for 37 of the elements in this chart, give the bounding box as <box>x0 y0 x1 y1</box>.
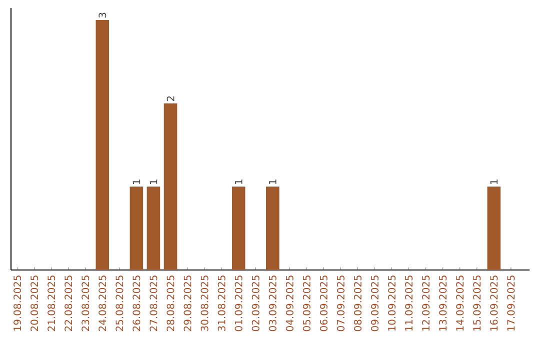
x-tick-label: 17.09.2025 <box>507 276 515 331</box>
x-tick-label: 03.09.2025 <box>268 276 276 332</box>
x-tick-label: 08.09.2025 <box>354 276 362 332</box>
data-label: 2 <box>166 96 174 102</box>
x-tick-label: 16.09.2025 <box>490 276 498 331</box>
x-tick-label: 31.08.2025 <box>218 276 226 331</box>
x-tick-label: 06.09.2025 <box>320 276 328 332</box>
data-label: 1 <box>132 180 140 184</box>
x-tick-label: 23.08.2025 <box>82 276 90 332</box>
x-tick-label: 26.08.2025 <box>132 276 140 332</box>
x-tick-label: 21.08.2025 <box>48 276 56 332</box>
x-tick-label: 19.08.2025 <box>14 276 22 331</box>
x-tick-label: 13.09.2025 <box>439 276 447 331</box>
x-tick-label: 30.08.2025 <box>200 276 208 331</box>
x-tick-label: 28.08.2025 <box>166 276 174 332</box>
x-tick-label: 24.08.2025 <box>98 276 106 332</box>
data-label: 1 <box>234 180 242 184</box>
x-tick-label: 20.08.2025 <box>30 276 38 332</box>
x-tick-label: 22.08.2025 <box>64 276 72 332</box>
x-tick-label: 09.09.2025 <box>371 276 379 332</box>
data-label: 1 <box>490 180 498 184</box>
x-tick-label: 27.08.2025 <box>150 276 158 332</box>
data-label: 1 <box>269 180 276 184</box>
x-tick-label: 15.09.2025 <box>473 276 481 331</box>
data-label: 1 <box>150 180 158 184</box>
x-tick-label: 14.09.2025 <box>456 276 464 331</box>
x-tick-label: 02.09.2025 <box>252 276 260 332</box>
x-tick-label: 25.08.2025 <box>116 276 124 332</box>
x-tick-label: 11.09.2025 <box>405 276 413 331</box>
data-label: 3 <box>98 12 106 18</box>
x-tick-label: 12.09.2025 <box>422 276 430 331</box>
x-tick-label: 10.09.2025 <box>388 276 396 331</box>
x-tick-label: 07.09.2025 <box>336 276 344 332</box>
x-tick-label: 01.09.2025 <box>234 276 242 332</box>
x-tick-label: 04.09.2025 <box>286 276 294 332</box>
x-tick-label: 05.09.2025 <box>302 276 310 332</box>
x-tick-label: 29.08.2025 <box>184 276 192 332</box>
